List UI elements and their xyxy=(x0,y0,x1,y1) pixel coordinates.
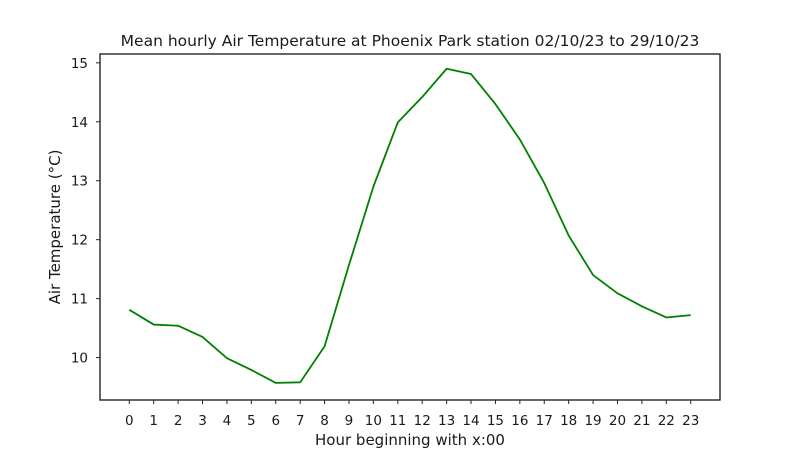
x-tick-label: 12 xyxy=(414,413,431,429)
y-tick-label: 15 xyxy=(71,56,88,72)
y-tick-label: 12 xyxy=(71,233,88,249)
x-tick-label: 18 xyxy=(560,413,577,429)
x-tick-label: 2 xyxy=(174,413,183,429)
plot-frame xyxy=(99,53,721,401)
x-tick-label: 20 xyxy=(609,413,626,429)
x-tick-label: 10 xyxy=(365,413,382,429)
chart-title: Mean hourly Air Temperature at Phoenix P… xyxy=(121,32,700,50)
x-tick-label: 6 xyxy=(271,413,280,429)
x-tick-label: 22 xyxy=(658,413,675,429)
y-axis-label: Air Temperature (°C) xyxy=(46,150,64,305)
x-tick-label: 23 xyxy=(682,413,699,429)
x-axis: 0 1 2 3 4 5 6 7 8 9 10 11 12 13 14 15 16 17 18 19 20 21 22 23 xyxy=(125,400,699,429)
series-layer xyxy=(128,67,691,384)
x-tick-label: 7 xyxy=(296,413,305,429)
y-tick-label: 13 xyxy=(71,174,88,190)
x-tick-label: 19 xyxy=(584,413,601,429)
x-tick-label: 13 xyxy=(438,413,455,429)
x-tick-label: 17 xyxy=(536,413,553,429)
x-tick-label: 8 xyxy=(320,413,329,429)
series-line-0 xyxy=(128,67,691,384)
y-tick-label: 14 xyxy=(71,115,88,131)
x-tick-label: 3 xyxy=(198,413,207,429)
y-axis: 10 11 12 13 14 15 xyxy=(71,56,100,367)
x-tick-label: 11 xyxy=(389,413,406,429)
x-tick-label: 1 xyxy=(149,413,158,429)
x-tick-label: 21 xyxy=(633,413,650,429)
y-tick-label: 11 xyxy=(71,292,88,308)
x-tick-label: 5 xyxy=(247,413,256,429)
x-tick-label: 9 xyxy=(345,413,354,429)
x-tick-label: 0 xyxy=(125,413,134,429)
x-tick-label: 15 xyxy=(487,413,504,429)
x-tick-label: 16 xyxy=(511,413,528,429)
x-axis-label: Hour beginning with x:00 xyxy=(315,431,505,449)
x-tick-label: 14 xyxy=(462,413,479,429)
x-tick-label: 4 xyxy=(223,413,232,429)
y-tick-label: 10 xyxy=(71,351,88,367)
